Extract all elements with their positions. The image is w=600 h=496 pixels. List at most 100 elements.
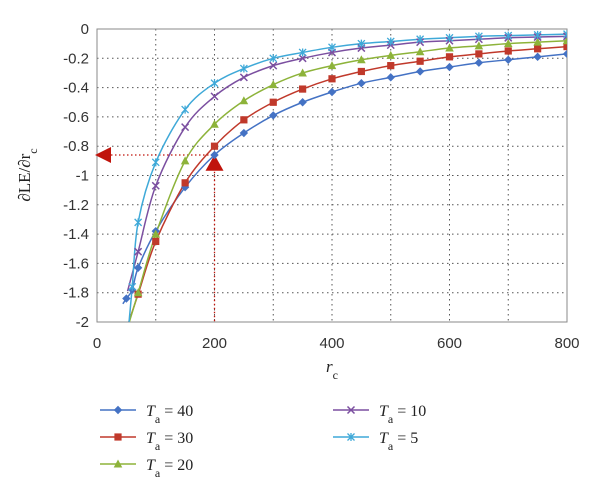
data-point	[416, 35, 425, 44]
data-point	[133, 288, 143, 297]
legend-entry: Ta = 40	[100, 403, 193, 426]
annotation-arrow-head	[95, 146, 111, 163]
data-point	[239, 64, 248, 73]
data-point	[134, 247, 143, 256]
y-tick-label: -1.6	[63, 255, 89, 272]
data-point	[239, 73, 248, 82]
data-point	[210, 79, 219, 88]
data-point	[562, 36, 567, 45]
data-point	[357, 79, 366, 88]
data-point	[298, 68, 307, 77]
x-tick-label: 600	[437, 335, 462, 352]
data-point	[210, 150, 219, 160]
legend-entry: Ta = 5	[333, 430, 418, 453]
data-point	[357, 55, 366, 64]
y-tick-label: -0.6	[63, 109, 89, 126]
data-point	[562, 49, 567, 59]
x-tick-label: 800	[554, 335, 579, 352]
data-point	[327, 87, 337, 97]
data-point	[445, 43, 454, 52]
data-point	[503, 39, 513, 48]
series-line	[128, 45, 567, 322]
data-point	[210, 92, 219, 101]
legend-marker	[114, 433, 122, 441]
data-point	[298, 98, 307, 107]
data-point	[533, 30, 542, 39]
data-point	[299, 85, 307, 93]
data-point	[386, 73, 395, 82]
data-point	[181, 123, 190, 132]
legend-entry: Ta = 20	[100, 457, 193, 480]
data-point	[134, 218, 143, 227]
data-point	[357, 67, 365, 76]
data-point	[239, 96, 249, 105]
axes	[96, 28, 568, 323]
data-point	[445, 33, 454, 42]
data-point	[563, 30, 567, 39]
series	[122, 33, 567, 322]
data-point	[210, 142, 219, 150]
series-line	[122, 53, 567, 305]
data-point	[210, 119, 219, 128]
data-point	[474, 32, 483, 41]
legend-entry: Ta = 30	[100, 430, 193, 453]
data-point	[533, 52, 542, 62]
y-tick-label: -0.2	[63, 50, 89, 67]
data-point	[475, 50, 483, 58]
x-axis-title: rc	[326, 357, 338, 382]
data-point	[181, 179, 189, 187]
annotation	[95, 146, 224, 322]
data-point	[562, 32, 567, 41]
annotation-marker	[205, 154, 224, 171]
y-tick-label: -2	[76, 314, 89, 331]
grid-lines	[97, 29, 567, 322]
data-point	[298, 48, 307, 57]
data-point	[387, 62, 395, 70]
data-point	[180, 183, 190, 192]
data-point	[269, 111, 278, 120]
data-point	[152, 237, 160, 246]
legend-entry: Ta = 10	[333, 403, 426, 426]
legend-marker	[113, 459, 123, 468]
data-point	[563, 42, 567, 51]
data-point	[534, 45, 542, 53]
y-tick-label: -0.8	[63, 138, 89, 155]
legend: Ta = 40 Ta = 10 Ta = 30 Ta = 5 Ta = 20	[100, 403, 426, 480]
data-point	[181, 105, 190, 114]
series-markers	[122, 30, 567, 303]
data-point	[328, 43, 336, 52]
y-tick-label: 0	[81, 21, 89, 38]
x-tick-label: 200	[202, 335, 227, 352]
data-point	[268, 80, 278, 89]
y-tick-label: -1	[76, 168, 89, 185]
series-line	[128, 33, 567, 322]
legend-label: Ta = 20	[146, 457, 193, 480]
data-point	[504, 47, 512, 55]
data-point	[133, 263, 143, 272]
data-point	[415, 67, 425, 76]
data-point	[386, 37, 395, 46]
legend-marker	[346, 405, 356, 415]
series-line	[128, 39, 567, 322]
legend-marker	[347, 433, 355, 441]
legend-marker	[113, 405, 123, 415]
data-point	[504, 55, 513, 64]
legend-label: Ta = 10	[379, 403, 426, 426]
data-point	[239, 128, 249, 138]
plot-frame	[96, 28, 568, 323]
y-tick-label: -1.2	[63, 197, 89, 214]
data-point	[328, 75, 336, 83]
data-point	[298, 54, 307, 63]
data-point	[357, 39, 366, 48]
x-tick-label: 400	[319, 335, 344, 352]
data-point	[533, 37, 542, 46]
data-point	[240, 116, 248, 124]
y-tick-label: -1.8	[63, 285, 89, 302]
data-point	[386, 50, 396, 59]
legend-label: Ta = 30	[146, 430, 193, 453]
data-point	[128, 282, 137, 291]
data-point	[151, 229, 161, 238]
data-point	[416, 57, 424, 65]
data-point	[180, 156, 190, 165]
